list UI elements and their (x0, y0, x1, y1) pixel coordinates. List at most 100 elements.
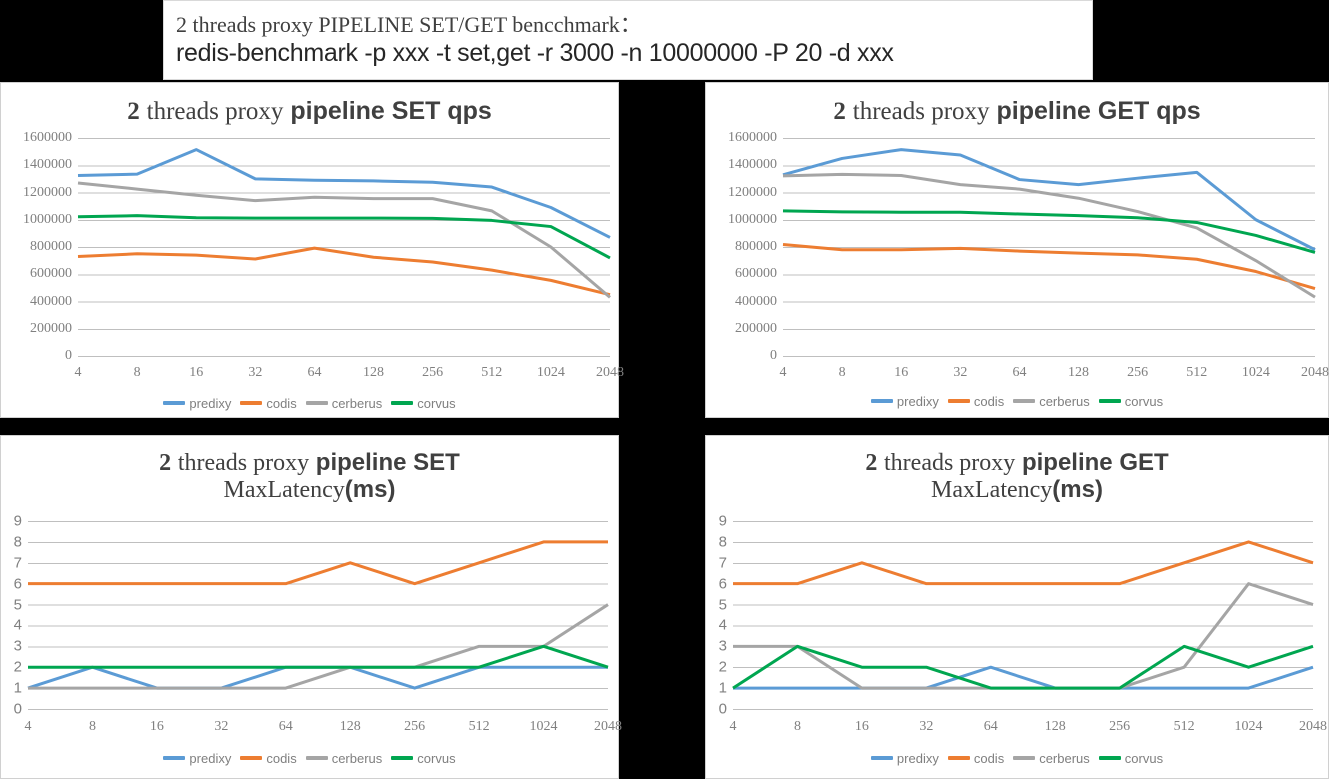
x-tick-label: 4 (24, 719, 32, 734)
series-line-codis (28, 540, 608, 586)
chart-title-thin: threads proxy (884, 450, 1016, 476)
chart-title-num: 2 (833, 98, 846, 125)
legend-set-latency: predixy codis cerberus corvus (0, 749, 619, 767)
legend-swatch-icon (1098, 399, 1121, 403)
chart-title-get-qps: 2 threads proxy pipeline GET qps (706, 97, 1328, 126)
legend-swatch-icon (870, 399, 893, 403)
x-tick-label: 128 (339, 719, 361, 734)
legend-swatch-icon (391, 756, 414, 760)
legend-label: codis (266, 750, 297, 766)
legend-label: predixy (896, 393, 939, 409)
y-tick-label: 1200000 (23, 184, 72, 200)
legend-item-cerberus[interactable]: cerberus (305, 395, 383, 411)
x-tick-label: 256 (404, 719, 426, 734)
x-tick-label: 4 (74, 365, 82, 380)
legend-item-codis[interactable]: codis (947, 394, 1004, 409)
legend-label: cerberus (331, 750, 383, 766)
legend-label: cerberus (331, 395, 383, 411)
legend-item-predixy[interactable]: predixy (163, 396, 231, 411)
series-line-corvus (732, 644, 1314, 690)
legend-item-codis[interactable]: codis (947, 751, 1004, 766)
chart-title-set-qps: 2 threads proxy pipeline SET qps (1, 97, 618, 126)
y-tick-label: 1000000 (728, 211, 777, 227)
legend-item-cerberus[interactable]: cerberus (305, 750, 383, 766)
legend-swatch-icon (240, 756, 263, 760)
plot-area-set-latency (27, 521, 609, 710)
legend-item-corvus[interactable]: corvus (391, 751, 456, 766)
legend-item-predixy[interactable]: predixy (870, 751, 939, 766)
y-tick-label: 600000 (735, 266, 777, 282)
chart-svg-set_latency (27, 521, 609, 710)
series-line-corvus (28, 644, 609, 669)
x-tick-label: 32 (248, 365, 263, 380)
chart-title-thin: threads proxy (146, 98, 284, 125)
chart-title-set-latency: 2 threads proxy pipeline SET MaxLatency(… (1, 449, 618, 504)
x-tick-label: 64 (983, 719, 998, 734)
x-tick-label: 128 (363, 365, 385, 380)
y-tick-label: 0 (65, 348, 72, 363)
legend-item-codis[interactable]: codis (240, 750, 297, 766)
x-tick-label: 64 (278, 719, 293, 734)
y-tick-label: 7 (718, 554, 727, 572)
y-tick-label: 1400000 (728, 157, 777, 173)
y-tick-label: 6 (13, 575, 22, 593)
legend-item-predixy[interactable]: predixy (163, 751, 231, 766)
chart-title-num: 2 (127, 98, 140, 125)
chart-panel-set-latency: 2 threads proxy pipeline SET MaxLatency(… (0, 435, 619, 779)
x-tick-label: 1024 (536, 365, 565, 380)
y-tick-label: 4 (718, 616, 727, 634)
x-tick-label: 16 (189, 365, 204, 380)
legend-item-corvus[interactable]: corvus (391, 395, 456, 411)
series-line-codis (782, 243, 1316, 291)
legend-item-cerberus[interactable]: cerberus (1013, 751, 1090, 766)
x-tick-label: 256 (422, 365, 444, 380)
y-axis-labels-get-qps: 0 200000 400000 600000 800000 1000000 1200000 1… (705, 130, 777, 363)
x-axis-labels-set-qps: 4 8 16 32 64 128 256 512 1024 2048 (74, 365, 625, 383)
y-tick-label: 9 (718, 512, 727, 530)
legend-label: cerberus (1039, 393, 1090, 409)
legend-label: corvus (1124, 393, 1164, 409)
x-tick-label: 2048 (594, 719, 622, 734)
y-tick-label: 1200000 (728, 184, 777, 200)
chart-subtitle-bold: (ms) (1052, 475, 1103, 503)
chart-title-bold: pipeline GET (1021, 449, 1169, 476)
legend-swatch-icon (1098, 756, 1121, 760)
legend-item-corvus[interactable]: corvus (1098, 751, 1163, 766)
x-tick-label: 128 (1044, 719, 1066, 734)
benchmark-header-banner: 2 threads proxy PIPELINE SET/GET bencchm… (163, 0, 1093, 80)
legend-item-cerberus[interactable]: cerberus (1013, 394, 1090, 409)
y-tick-label: 1400000 (23, 157, 72, 173)
x-tick-label: 128 (1068, 365, 1090, 380)
y-tick-label: 200000 (30, 320, 72, 336)
x-tick-label: 32 (214, 719, 229, 734)
series-line-cerberus (733, 582, 1314, 690)
x-tick-label: 512 (1173, 719, 1195, 734)
legend-item-corvus[interactable]: corvus (1098, 393, 1164, 409)
x-tick-label: 2048 (1299, 719, 1327, 734)
series-line-predixy (733, 665, 1314, 690)
series-line-corvus (782, 209, 1316, 254)
legend-item-predixy[interactable]: predixy (870, 393, 939, 409)
y-tick-label: 400000 (30, 293, 72, 309)
plot-area-get-qps (782, 138, 1316, 357)
plot-area-get-latency (732, 521, 1314, 710)
x-axis-labels-set-latency: 4 8 16 32 64 128 256 512 1024 2048 (24, 719, 623, 737)
legend-label: corvus (417, 395, 456, 411)
x-tick-label: 64 (1012, 365, 1027, 380)
y-tick-label: 4 (13, 616, 22, 634)
chart-title-num: 2 (865, 450, 878, 476)
y-tick-label: 3 (13, 637, 22, 655)
x-axis-labels-get-latency: 4 8 16 32 64 128 256 512 1024 2048 (730, 719, 1328, 737)
legend-swatch-icon (947, 399, 970, 403)
chart-panel-get-latency: 2 threads proxy pipeline GET MaxLatency(… (705, 435, 1329, 779)
y-tick-label: 1000000 (23, 211, 72, 227)
y-tick-label: 400000 (735, 293, 777, 309)
x-tick-label: 16 (854, 719, 869, 734)
y-tick-label: 2 (13, 658, 22, 676)
legend-label: codis (266, 395, 297, 411)
plot-area-set-qps (77, 138, 611, 357)
legend-item-codis[interactable]: codis (240, 395, 297, 411)
series-line-cerberus (782, 172, 1316, 299)
y-tick-label: 800000 (30, 239, 72, 254)
